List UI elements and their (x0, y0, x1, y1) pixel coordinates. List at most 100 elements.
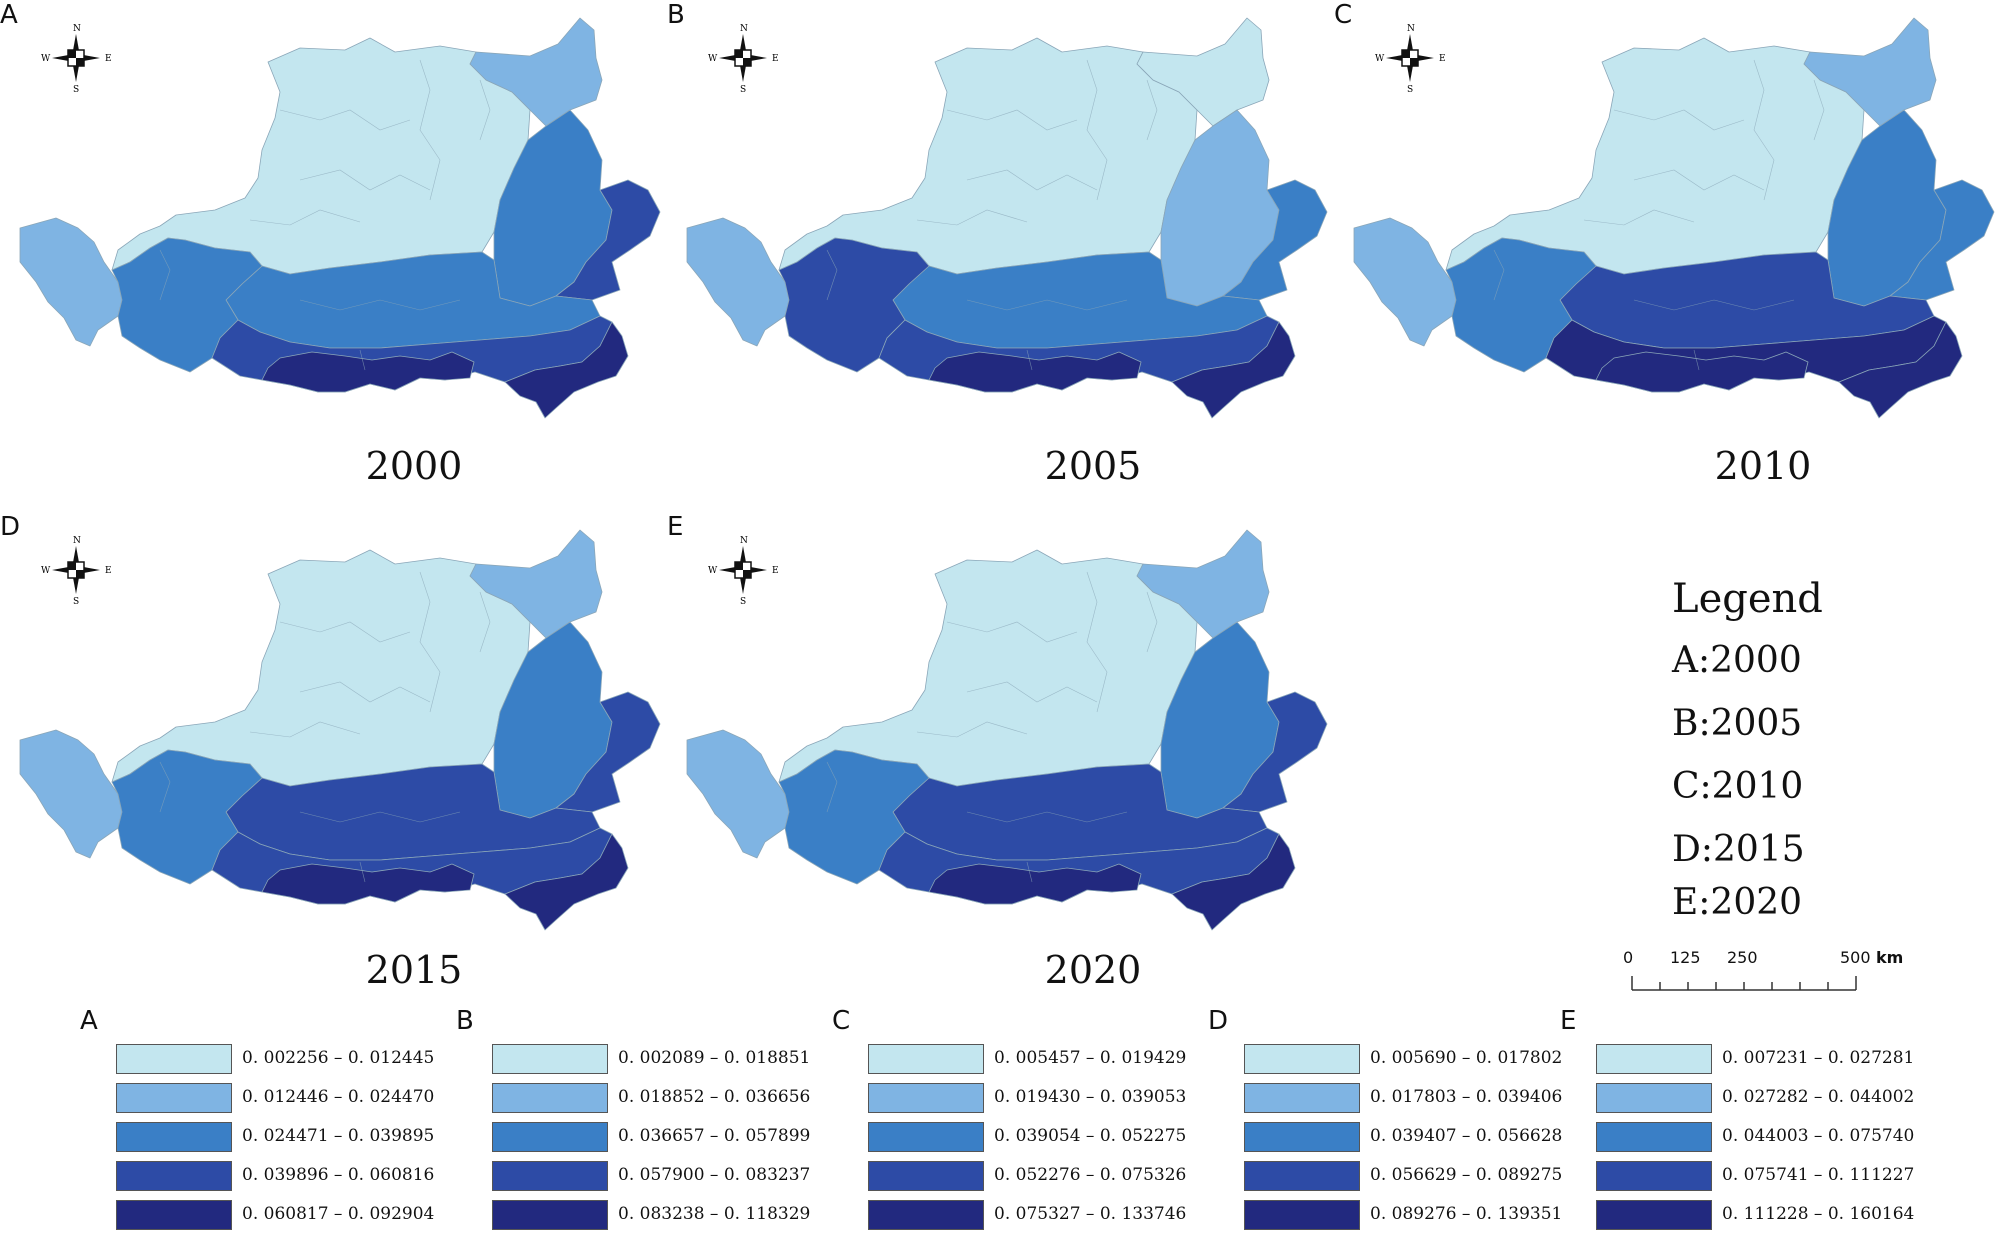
class-swatch (1244, 1122, 1360, 1152)
map-inner-boundary (916, 209, 1028, 226)
panel-letter: E (667, 512, 684, 542)
class-legend-row: 0. 005457 – 0. 019429 (868, 1044, 1186, 1074)
compass-label-w: W (708, 566, 718, 576)
panel-letter: B (667, 0, 685, 30)
class-legend-e: E 0. 007231 – 0. 027281 0. 027282 – 0. 044… (1560, 1006, 1914, 1236)
class-legend-row: 0. 083238 – 0. 118329 (492, 1200, 810, 1230)
class-legend-row: 0. 012446 – 0. 024470 (116, 1083, 434, 1113)
compass-label-n: N (73, 536, 81, 546)
class-swatch (868, 1200, 984, 1230)
class-swatch (1244, 1083, 1360, 1113)
class-legend-row: 0. 056629 – 0. 089275 (1244, 1161, 1562, 1191)
year-caption-a: 2000 (365, 444, 463, 488)
class-swatch (1596, 1161, 1712, 1191)
class-legend-row: 0. 057900 – 0. 083237 (492, 1161, 810, 1191)
class-legend-row: 0. 075327 – 0. 133746 (868, 1200, 1186, 1230)
map-zone-northeast-tip (469, 17, 603, 127)
map-zone-east-bump (1222, 691, 1328, 813)
map-inner-boundary (1583, 209, 1695, 226)
map-inner-boundary (1086, 59, 1108, 201)
class-range-label: 0. 024471 – 0. 039895 (242, 1126, 435, 1146)
class-legend-row: 0. 007231 – 0. 027281 (1596, 1044, 1914, 1074)
class-legend-row: 0. 052276 – 0. 075326 (868, 1161, 1186, 1191)
compass-label-s: S (740, 85, 746, 94)
class-swatch (868, 1161, 984, 1191)
map-inner-boundary (359, 861, 366, 883)
map-zone-east-bump (555, 691, 661, 813)
compass-label-w: W (708, 54, 718, 64)
map-inner-boundary (1633, 299, 1795, 311)
map-inner-boundary (279, 109, 411, 131)
map-inner-boundary (966, 299, 1128, 311)
map-zone-west (686, 729, 790, 859)
year-caption-e: 2020 (1044, 948, 1142, 992)
scale-bar: 0 125 250 500 km (1620, 940, 1904, 1000)
class-swatch (492, 1161, 608, 1191)
map-zone-east-bump (1222, 179, 1328, 301)
panel-letter: D (0, 512, 21, 542)
legend-title: Legend (1672, 576, 1823, 622)
map-inner-boundary (916, 721, 1028, 738)
map-zone-west (19, 217, 123, 347)
map-zone-west (686, 217, 790, 347)
map-inner-boundary (159, 249, 171, 301)
map-inner-boundary (249, 209, 361, 226)
map-zone-southeast (1838, 321, 1963, 419)
map-inner-boundary (1026, 349, 1033, 371)
map-inner-boundary (1753, 59, 1775, 201)
map-inner-boundary (479, 79, 491, 141)
class-swatch (116, 1122, 232, 1152)
map-zone-south-core (261, 863, 475, 905)
class-swatch (1244, 1044, 1360, 1074)
map-panel-e: E N S W E (667, 512, 1347, 1012)
legend-entry-d: D:2015 (1672, 829, 1805, 870)
class-legend-row: 0. 036657 – 0. 057899 (492, 1122, 810, 1152)
compass-label-n: N (73, 24, 81, 34)
map-inner-boundary (299, 811, 461, 823)
class-legend-row: 0. 089276 – 0. 139351 (1244, 1200, 1562, 1230)
map-inner-boundary (479, 591, 491, 653)
compass-label-s: S (73, 85, 79, 94)
class-legend-letter: E (1560, 1006, 1577, 1036)
map-inner-boundary (1146, 79, 1158, 141)
map-inner-boundary (966, 811, 1128, 823)
map-panel-a: A N S W E (0, 0, 680, 500)
class-swatch (116, 1200, 232, 1230)
class-range-label: 0. 019430 – 0. 039053 (994, 1087, 1187, 1107)
map-zone-northeast-tip (1136, 17, 1270, 127)
class-range-label: 0. 017803 – 0. 039406 (1370, 1087, 1563, 1107)
class-legend-row: 0. 060817 – 0. 092904 (116, 1200, 434, 1230)
map-inner-boundary (1613, 109, 1745, 131)
map-zone-southeast (1171, 833, 1296, 931)
class-legend-letter: A (80, 1006, 98, 1036)
class-swatch (868, 1044, 984, 1074)
scale-unit: km (1876, 948, 1904, 967)
map-panel-d: D N S W E (0, 512, 680, 1012)
compass-rose-icon: N S W E (41, 24, 112, 94)
class-range-label: 0. 052276 – 0. 075326 (994, 1165, 1187, 1185)
class-legend-row: 0. 039054 – 0. 052275 (868, 1122, 1186, 1152)
class-legend-row: 0. 005690 – 0. 017802 (1244, 1044, 1562, 1074)
map-zone-southeast (504, 833, 629, 931)
class-legend-row: 0. 044003 – 0. 075740 (1596, 1122, 1914, 1152)
class-swatch (1596, 1122, 1712, 1152)
class-swatch (1596, 1200, 1712, 1230)
region-map (686, 529, 1328, 931)
year-caption-b: 2005 (1044, 444, 1142, 488)
compass-label-w: W (41, 54, 51, 64)
map-inner-boundary (946, 109, 1078, 131)
map-inner-boundary (1086, 571, 1108, 713)
class-legend-row: 0. 017803 – 0. 039406 (1244, 1083, 1562, 1113)
region-map (686, 17, 1328, 419)
class-legend-row: 0. 018852 – 0. 036656 (492, 1083, 810, 1113)
compass-label-w: W (41, 566, 51, 576)
compass-rose-icon: N S W E (41, 536, 112, 606)
compass-rose-icon: N S W E (708, 536, 779, 606)
class-range-label: 0. 018852 – 0. 036656 (618, 1087, 811, 1107)
compass-label-w: W (1375, 54, 1385, 64)
class-swatch (492, 1122, 608, 1152)
compass-label-e: E (772, 566, 779, 576)
compass-label-s: S (73, 597, 79, 606)
class-legend-row: 0. 019430 – 0. 039053 (868, 1083, 1186, 1113)
class-swatch (1244, 1200, 1360, 1230)
